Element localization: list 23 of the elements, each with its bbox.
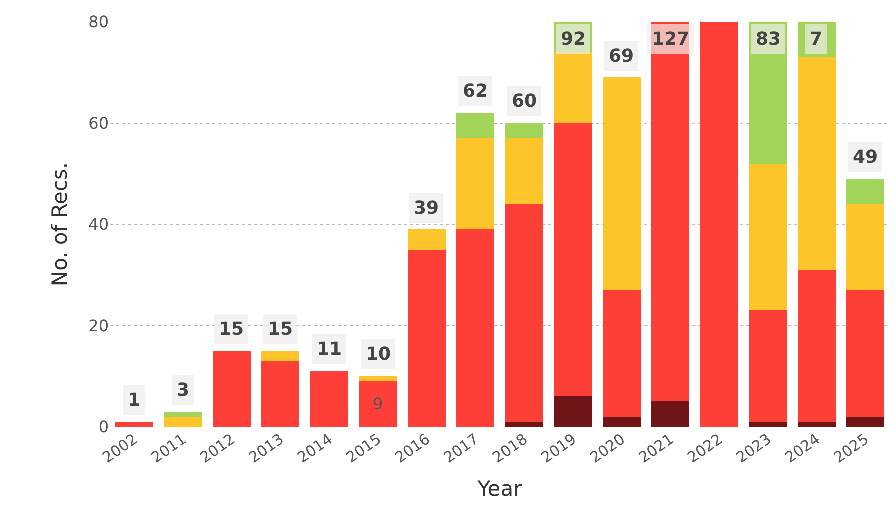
total-label: 15 (219, 319, 244, 340)
total-label: 60 (512, 91, 538, 112)
y-tick-label: 40 (88, 215, 109, 234)
total-label: 69 (609, 46, 634, 67)
total-label: 62 (463, 81, 488, 102)
total-label: 15 (268, 319, 294, 340)
total-label: 3 (177, 380, 190, 401)
annotation: 92 (561, 29, 586, 50)
total-label: 11 (317, 339, 342, 360)
total-label: 10 (366, 344, 392, 365)
x-axis-title: Year (476, 477, 523, 502)
y-tick-label: 0 (98, 418, 109, 437)
total-label: 1 (128, 390, 141, 411)
y-tick-label: 80 (88, 12, 109, 32)
data-label: 9 (373, 394, 384, 414)
total-label: 39 (414, 198, 440, 219)
annotation: 127 (652, 29, 690, 50)
y-axis-title: No. of Recs. (48, 162, 72, 287)
y-tick-label: 60 (88, 114, 109, 133)
annotation: 83 (756, 29, 782, 50)
y-tick-label: 20 (88, 316, 109, 336)
annotation: 7 (810, 29, 823, 50)
total-label: 49 (853, 147, 878, 168)
